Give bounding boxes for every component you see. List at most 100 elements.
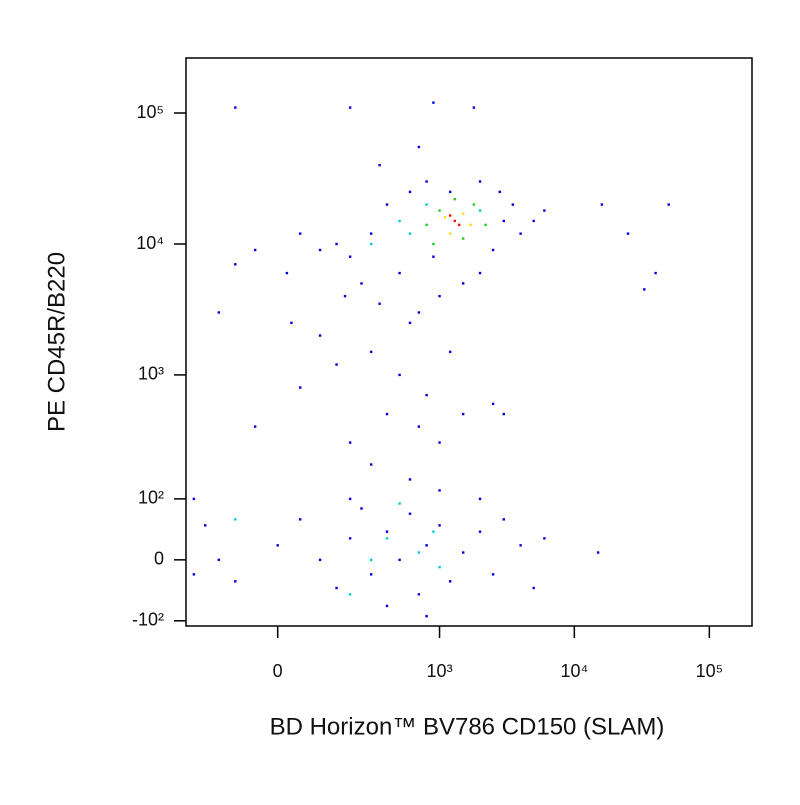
data-point bbox=[432, 255, 435, 258]
y-tick-label: 10⁴ bbox=[136, 233, 164, 253]
data-point bbox=[432, 242, 435, 246]
data-point bbox=[369, 242, 373, 246]
data-point bbox=[192, 573, 196, 576]
data-point bbox=[408, 232, 412, 235]
data-point bbox=[432, 530, 435, 533]
data-point bbox=[234, 518, 237, 521]
plot-frame bbox=[185, 57, 753, 627]
data-point bbox=[448, 350, 452, 354]
data-point bbox=[348, 441, 352, 444]
data-point bbox=[438, 565, 441, 569]
data-point bbox=[443, 216, 447, 219]
data-point bbox=[667, 203, 670, 206]
data-point bbox=[417, 593, 421, 596]
data-point bbox=[448, 214, 452, 217]
data-point bbox=[425, 544, 428, 547]
data-point bbox=[299, 518, 302, 521]
data-point bbox=[385, 203, 389, 206]
data-point bbox=[425, 393, 428, 397]
data-point bbox=[478, 530, 482, 533]
data-point bbox=[348, 255, 352, 258]
data-point bbox=[448, 232, 452, 235]
data-point bbox=[491, 402, 495, 406]
data-point bbox=[234, 106, 237, 109]
data-point bbox=[348, 537, 352, 540]
data-point bbox=[217, 311, 221, 314]
data-point bbox=[408, 190, 412, 194]
data-point bbox=[385, 412, 389, 416]
data-point bbox=[502, 412, 505, 416]
data-point bbox=[462, 551, 465, 554]
data-point bbox=[600, 203, 604, 206]
data-point bbox=[299, 386, 302, 389]
data-point bbox=[462, 237, 465, 240]
data-point bbox=[398, 219, 401, 223]
data-point bbox=[491, 573, 495, 576]
data-point bbox=[472, 203, 476, 206]
data-point bbox=[290, 321, 293, 325]
data-point bbox=[417, 425, 421, 428]
data-point bbox=[532, 586, 535, 590]
data-point bbox=[385, 537, 389, 540]
data-point bbox=[348, 593, 352, 596]
data-point bbox=[472, 106, 476, 109]
data-point bbox=[398, 502, 401, 505]
data-point bbox=[453, 219, 457, 223]
data-point bbox=[417, 311, 421, 314]
data-point bbox=[438, 441, 441, 444]
data-point bbox=[462, 282, 465, 285]
data-point bbox=[478, 209, 482, 212]
data-point bbox=[448, 580, 452, 583]
data-point bbox=[385, 604, 389, 608]
y-tick-label: 10² bbox=[138, 488, 164, 508]
data-point bbox=[369, 463, 373, 466]
data-point bbox=[457, 223, 461, 227]
data-point bbox=[438, 294, 441, 298]
data-point bbox=[285, 271, 289, 275]
data-point bbox=[478, 271, 482, 275]
data-point bbox=[438, 524, 441, 527]
data-point bbox=[369, 558, 373, 562]
data-point bbox=[453, 197, 457, 201]
data-point bbox=[654, 271, 657, 275]
data-point bbox=[343, 294, 347, 298]
data-point bbox=[543, 209, 546, 212]
data-point bbox=[478, 497, 482, 501]
data-point bbox=[369, 232, 373, 235]
x-tick-label: 10⁴ bbox=[560, 661, 588, 681]
x-axis-label: BD Horizon™ BV786 CD150 (SLAM) bbox=[270, 713, 665, 740]
data-point bbox=[335, 586, 338, 590]
data-point bbox=[408, 512, 412, 515]
data-point bbox=[276, 544, 279, 547]
data-point bbox=[335, 242, 338, 246]
data-point bbox=[192, 497, 196, 501]
data-point bbox=[425, 203, 428, 206]
data-point bbox=[253, 248, 257, 252]
data-point bbox=[519, 232, 522, 235]
data-point bbox=[417, 551, 421, 554]
data-point bbox=[318, 558, 322, 562]
data-point bbox=[532, 219, 535, 223]
data-point bbox=[417, 145, 421, 149]
data-point bbox=[498, 190, 501, 194]
y-axis-label: PE CD45R/B220 bbox=[43, 252, 70, 432]
data-point bbox=[462, 412, 465, 416]
data-point bbox=[360, 282, 363, 285]
data-point bbox=[398, 373, 401, 377]
data-point bbox=[469, 223, 472, 227]
data-point bbox=[378, 163, 381, 167]
x-tick-label: 0 bbox=[273, 661, 283, 681]
data-point bbox=[348, 497, 352, 501]
data-point bbox=[448, 190, 452, 194]
y-tick-label: 10³ bbox=[138, 364, 164, 384]
data-point bbox=[425, 614, 428, 618]
data-point bbox=[398, 558, 401, 562]
data-point bbox=[318, 334, 322, 337]
data-point bbox=[378, 302, 381, 305]
data-point bbox=[398, 271, 401, 275]
data-point bbox=[643, 288, 646, 291]
data-point bbox=[491, 248, 495, 252]
data-point bbox=[335, 363, 338, 366]
x-tick-label: 10³ bbox=[427, 661, 453, 681]
